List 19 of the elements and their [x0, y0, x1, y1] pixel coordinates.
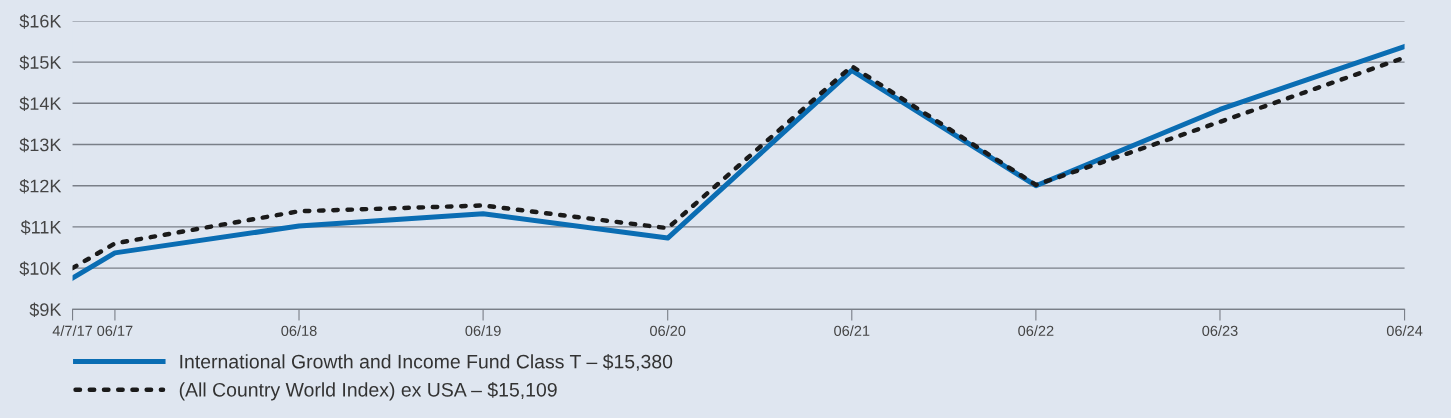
y-tick-label: $12K [19, 178, 62, 194]
x-tick-label: 4/7/17 [52, 325, 93, 336]
y-tick-label: $14K [19, 96, 62, 112]
x-tick-label: 06/23 [1202, 325, 1238, 336]
x-tick-label: 06/22 [1018, 325, 1054, 336]
legend-label: International Growth and Income Fund Class T – $15,380 [180, 353, 673, 371]
y-tick-label: $11K [20, 220, 62, 235]
x-tick-label: 06/24 [1386, 325, 1423, 336]
y-tick-label: $9K [29, 302, 62, 318]
y-tick-label: $13K [19, 137, 62, 153]
x-tick-label: 06/20 [650, 325, 686, 336]
x-tick-label: 06/18 [281, 325, 317, 336]
legend-label: (All Country World Index) ex USA – $15,109 [179, 382, 557, 401]
x-tick-label: 06/19 [465, 325, 501, 336]
y-tick-label: $16K [19, 14, 62, 29]
y-tick-label: $15K [19, 55, 62, 70]
x-tick-label: 06/21 [834, 325, 870, 336]
x-tick-label: 06/17 [97, 325, 133, 336]
y-tick-label: $10K [19, 261, 62, 276]
